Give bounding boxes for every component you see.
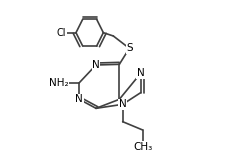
Text: CH₃: CH₃	[133, 142, 152, 152]
Text: N: N	[119, 99, 126, 109]
Text: Cl: Cl	[57, 28, 66, 38]
Text: N: N	[137, 68, 145, 78]
Text: NH₂: NH₂	[49, 78, 68, 88]
Text: N: N	[75, 94, 83, 104]
Text: S: S	[126, 43, 133, 53]
Text: N: N	[92, 60, 100, 70]
